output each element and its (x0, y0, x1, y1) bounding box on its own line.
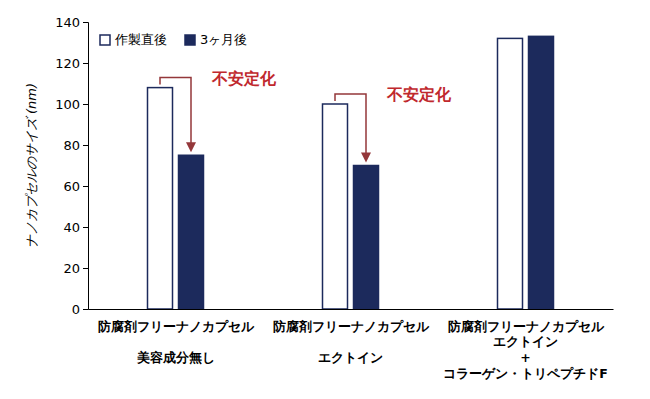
y-tick: 20 (63, 261, 88, 276)
x-axis: 防腐剤フリーナノカプセル美容成分無し防腐剤フリーナノカプセルエクトイン防腐剤フリ… (89, 310, 614, 382)
y-tick-label: 80 (63, 138, 80, 153)
bars (148, 36, 554, 309)
y-tick-mark (83, 268, 88, 269)
x-tick: 防腐剤フリーナノカプセルエクトイン (273, 319, 430, 365)
y-tick: 0 (72, 302, 88, 317)
x-tick-label: 防腐剤フリーナノカプセルエクトイン (273, 319, 430, 365)
y-tick-label: 20 (63, 261, 80, 276)
y-tick: 120 (55, 56, 88, 71)
annotation-arrowhead (186, 142, 196, 152)
annotation-label: 不安定化 (386, 85, 452, 104)
y-tick-mark (83, 104, 88, 105)
y-tick: 140 (55, 15, 88, 30)
x-tick: 防腐剤フリーナノカプセルエクトイン+コラーゲン・トリペプチドF (443, 319, 608, 381)
annotation-arrow (160, 78, 191, 144)
y-tick-mark (83, 309, 88, 310)
legend-swatch (100, 35, 110, 45)
y-tick-label: 60 (63, 179, 80, 194)
y-tick-label: 0 (72, 302, 80, 317)
y-tick: 100 (55, 97, 88, 112)
y-tick: 60 (63, 179, 88, 194)
x-tick: 防腐剤フリーナノカプセル美容成分無し (98, 319, 255, 365)
annotation-arrow (335, 94, 366, 154)
y-tick-label: 40 (63, 220, 80, 235)
y-tick-mark (83, 186, 88, 187)
y-tick: 40 (63, 220, 88, 235)
y-tick: 80 (63, 138, 88, 153)
chart: 020406080100120140防腐剤フリーナノカプセル美容成分無し防腐剤フ… (0, 0, 650, 399)
y-tick-label: 120 (55, 56, 80, 71)
x-axis-line (89, 309, 614, 310)
x-tick-label: 防腐剤フリーナノカプセルエクトイン+コラーゲン・トリペプチドF (443, 319, 608, 381)
y-tick-label: 100 (55, 97, 80, 112)
bar (498, 38, 523, 309)
bar (323, 104, 348, 309)
y-tick-mark (83, 22, 88, 23)
legend-label: 作製直後 (114, 32, 167, 47)
bar (529, 36, 554, 309)
y-axis-title: ナノカプセルのサイズ (nm) (24, 83, 39, 248)
y-tick-label: 140 (55, 15, 80, 30)
bar (354, 166, 379, 310)
y-tick-mark (83, 227, 88, 228)
y-tick-mark (83, 145, 88, 146)
y-axis-line (83, 23, 89, 310)
x-tick-label: 防腐剤フリーナノカプセル美容成分無し (98, 319, 255, 365)
annotation-arrowhead (361, 153, 371, 163)
y-axis: 0 20 40 60 80 100 120 140 (55, 15, 88, 317)
annotation-label: 不安定化 (211, 69, 277, 88)
y-tick-mark (83, 63, 88, 64)
legend-swatch (185, 35, 195, 45)
bar (179, 155, 204, 309)
legend-label: 3ヶ月後 (200, 32, 247, 47)
legend: 作製直後 3ヶ月後 (100, 32, 247, 47)
bar (148, 88, 173, 309)
annotations: 不安定化不安定化 (160, 69, 452, 163)
